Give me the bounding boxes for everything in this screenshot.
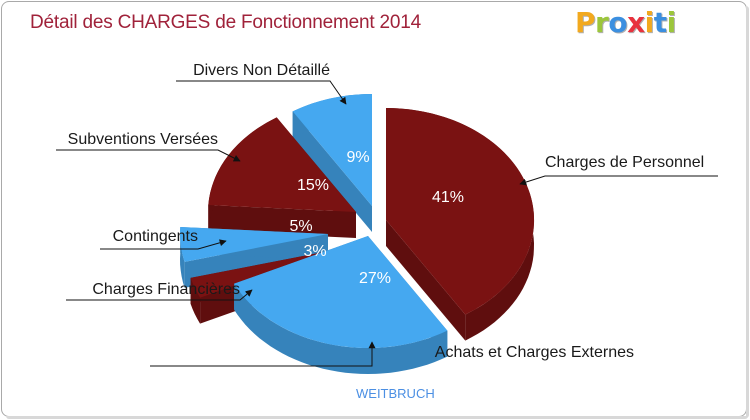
proxiti-logo: Proxiti bbox=[575, 6, 676, 39]
slice-percent-label: 3% bbox=[303, 243, 326, 260]
logo-letter: o bbox=[608, 6, 628, 39]
commune-name: WEITBRUCH bbox=[356, 386, 435, 401]
slice-percent-label: 41% bbox=[432, 189, 464, 206]
pie-slice-top bbox=[208, 117, 356, 212]
logo-letter: P bbox=[575, 6, 596, 39]
leader-line bbox=[100, 239, 227, 250]
slice-percent-label: 9% bbox=[346, 149, 369, 166]
leader-line bbox=[56, 149, 241, 162]
slice-category-label: Charges de Personnel bbox=[545, 154, 704, 171]
logo-letter: i bbox=[644, 6, 655, 39]
slice-category-label: Subventions Versées bbox=[68, 131, 218, 148]
logo-letter: r bbox=[595, 6, 609, 39]
logo-letter: i bbox=[666, 6, 677, 39]
pie-slice bbox=[234, 236, 448, 374]
slice-category-label: Divers Non Détaillé bbox=[193, 62, 330, 79]
pie-slice-top bbox=[292, 93, 372, 206]
slice-category-label: Charges Financières bbox=[92, 281, 240, 298]
slice-percent-label: 15% bbox=[297, 177, 329, 194]
slice-category-label: Achats et Charges Externes bbox=[435, 344, 634, 361]
slice-category-label: Contingents bbox=[113, 228, 198, 245]
logo-letter: x bbox=[627, 6, 645, 39]
pie-slice bbox=[208, 117, 356, 238]
leader-line bbox=[66, 289, 253, 301]
pie-slice-top bbox=[234, 236, 448, 349]
pie-slice bbox=[292, 93, 372, 232]
logo-letter: t bbox=[653, 6, 667, 39]
frame-shadow-right bbox=[746, 6, 749, 418]
slice-percent-label: 27% bbox=[359, 270, 391, 287]
pie-slice-top bbox=[179, 227, 328, 262]
frame-shadow-bottom bbox=[6, 416, 748, 419]
leader-line bbox=[150, 341, 376, 367]
chart-title: Détail des CHARGES de Fonctionnement 201… bbox=[30, 12, 422, 33]
leader-line bbox=[519, 175, 718, 186]
slice-percent-label: 5% bbox=[289, 218, 312, 235]
pie-slice bbox=[386, 107, 535, 341]
pie-slice-top bbox=[386, 107, 535, 315]
leader-line bbox=[176, 80, 347, 105]
